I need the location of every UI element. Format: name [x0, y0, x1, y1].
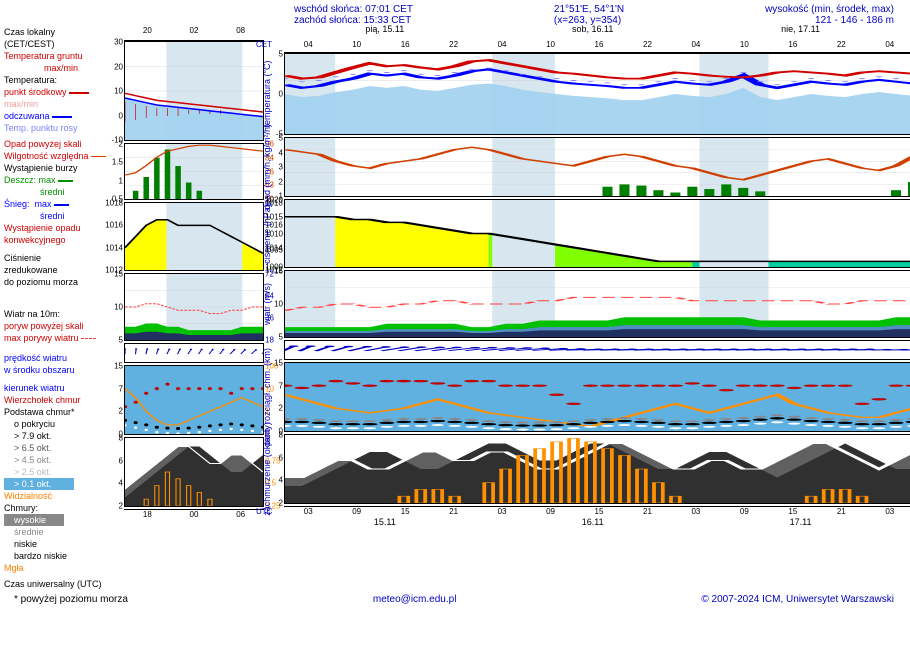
sunrise: wschód słońca: 07:01 CET	[294, 4, 413, 15]
copyright: © 2007-2024 ICM, Uniwersytet Warszawski	[701, 594, 894, 605]
elev: wysokość (min, środek, max)	[765, 4, 894, 15]
large-panels: pią, 15.11sob, 16.11nie, 17.11 041016220…	[284, 26, 910, 590]
footnote: * powyżej poziomu morza	[14, 594, 128, 605]
elev2: 121 - 146 - 186 m	[815, 15, 894, 26]
email-link[interactable]: meteo@icm.edu.pl	[373, 594, 457, 605]
coords: 21°51'E, 54°1'N	[554, 4, 624, 15]
small-panels: 200208 -100102030 0.511.525063768496 101…	[124, 26, 264, 590]
header: wschód słońca: 07:01 CET zachód słońca: …	[4, 4, 910, 26]
footer: * powyżej poziomu morza meteo@icm.edu.pl…	[4, 590, 910, 605]
